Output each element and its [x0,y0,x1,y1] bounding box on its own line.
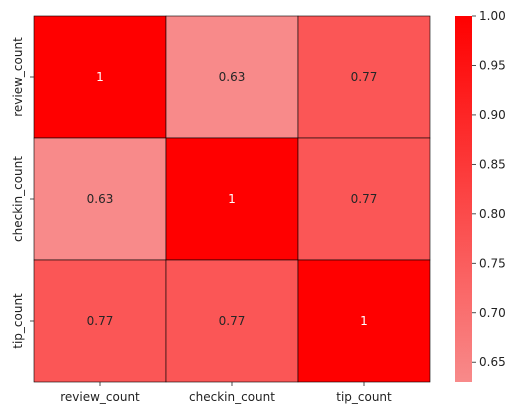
cell-annotation: 1 [228,192,236,206]
x-axis: review_count checkin_count tip_count [60,382,392,404]
cell-annotation: 0.77 [351,192,378,206]
cell-annotation: 0.77 [87,314,114,328]
cell-annotation: 1 [360,314,368,328]
colorbar-tick-label: 0.80 [479,207,506,221]
colorbar: 0.65 0.70 0.75 0.80 0.85 0.90 0.95 1.00 [455,9,506,382]
colorbar-tick-label: 0.70 [479,306,506,320]
y-axis: review_count checkin_count tip_count [11,37,34,349]
heatmap-cell [33,137,167,261]
cell-annotation: 0.63 [219,70,246,84]
heatmap-cell [165,137,299,261]
colorbar-tick-label: 0.85 [479,157,506,171]
y-tick-label: checkin_count [11,156,25,242]
colorbar-tick-label: 1.00 [479,9,506,23]
colorbar-tick-label: 0.65 [479,355,506,369]
heatmap-cell [33,259,167,383]
cell-annotation: 1 [96,70,104,84]
x-tick-label: review_count [60,390,140,404]
heatmap-cells: 1 0.63 0.77 0.63 1 0.77 0.77 0.77 1 [33,15,431,383]
heatmap-cell [297,137,431,261]
colorbar-tick-label: 0.90 [479,108,506,122]
y-tick-label: review_count [11,37,25,117]
colorbar-tick-label: 0.75 [479,256,506,270]
cell-annotation: 0.63 [87,192,114,206]
x-tick-label: tip_count [336,390,392,404]
heatmap-cell [297,15,431,139]
colorbar-gradient [455,16,472,382]
colorbar-tick-label: 0.95 [479,58,506,72]
x-tick-label: checkin_count [189,390,275,404]
heatmap-cell [165,259,299,383]
heatmap-cell [165,15,299,139]
y-tick-label: tip_count [11,293,25,349]
heatmap-cell [33,15,167,139]
cell-annotation: 0.77 [351,70,378,84]
cell-annotation: 0.77 [219,314,246,328]
